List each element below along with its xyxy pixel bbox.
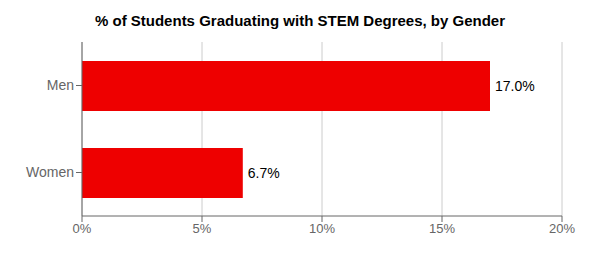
svg-text:Men: Men (47, 77, 74, 93)
svg-text:0%: 0% (73, 221, 92, 236)
svg-text:6.7%: 6.7% (248, 165, 280, 181)
html-text:% of Students Graduating with: % of Students Graduating with STEM Degre… (95, 12, 505, 29)
svg-text:17.0%: 17.0% (495, 78, 535, 94)
svg-text:Women: Women (26, 164, 74, 180)
svg-text:15%: 15% (429, 221, 455, 236)
svg-text:5%: 5% (193, 221, 212, 236)
svg-text:10%: 10% (309, 221, 335, 236)
svg-text:20%: 20% (549, 221, 575, 236)
